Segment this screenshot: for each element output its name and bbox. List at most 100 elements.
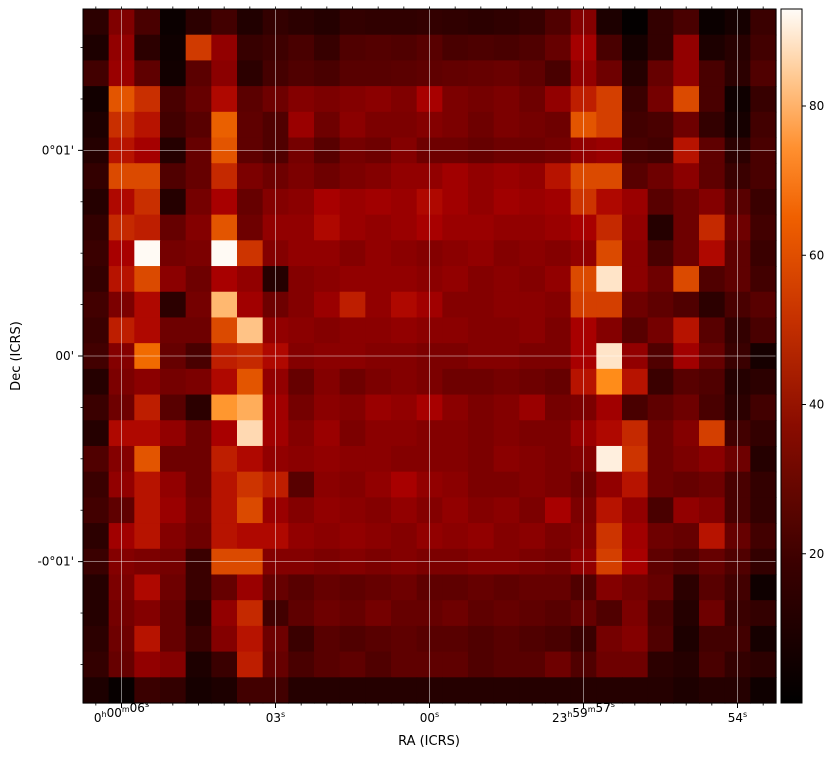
heatmap-cell [673,240,700,267]
heatmap-cell [750,523,777,550]
heatmap-cell [314,9,341,36]
heatmap-cell [622,523,649,550]
heatmap-cell [314,600,341,627]
heatmap-cell [493,111,520,139]
heatmap-cell [750,163,777,190]
heatmap-cell [160,625,187,653]
heatmap-cell [211,163,238,190]
heatmap-cell [288,266,315,293]
heatmap-cell [519,497,546,524]
heatmap-cell [699,163,726,190]
heatmap-cell [160,471,187,498]
heatmap-cell [237,188,264,216]
heatmap-cell [442,214,469,241]
heatmap-cell [442,111,469,139]
heatmap-cell [468,188,495,216]
heatmap-cell [237,9,264,36]
heatmap-cell [647,600,674,627]
heatmap-cell [545,420,572,447]
heatmap-cell [673,86,700,113]
heatmap-cell [365,86,392,113]
heatmap-cell [185,266,212,293]
heatmap-cell [160,34,187,61]
heatmap-cell [622,291,649,319]
heatmap-cell [160,368,187,396]
heatmap-cell [83,111,110,139]
heatmap-cell [442,523,469,550]
x-tick-label: 0h00m06s [94,700,149,725]
heatmap-cell [211,111,238,139]
heatmap-cell [519,86,546,113]
heatmap-cell [237,111,264,139]
heatmap-cell [185,497,212,524]
heatmap-cell [647,368,674,396]
heatmap-cell [442,651,469,678]
heatmap-cell [468,445,495,473]
heatmap-cell [493,600,520,627]
heatmap-cell [596,600,623,627]
heatmap-cell [237,240,264,267]
heatmap-cell [237,497,264,524]
heatmap-cell [519,394,546,421]
heatmap-cell [314,240,341,267]
heatmap-cell [673,368,700,396]
heatmap-cell [391,214,418,241]
heatmap-cell [442,625,469,653]
heatmap-cell [622,445,649,473]
heatmap-cell [237,60,264,87]
heatmap-cell [442,188,469,216]
heatmap-cell [339,214,366,241]
colorbar-ticks: 20 40 60 80 [802,99,824,561]
heatmap-cell [545,523,572,550]
x-tick-label: 03s [266,710,285,725]
heatmap-cell [365,317,392,344]
heatmap-cell [545,574,572,601]
heatmap-cell [288,471,315,498]
heatmap-cell [493,420,520,447]
heatmap-cell [83,471,110,498]
heatmap-cell [673,291,700,319]
heatmap-cell [493,60,520,87]
heatmap-cell [339,523,366,550]
heatmap-cell [596,163,623,190]
heatmap-cell [699,368,726,396]
heatmap-cell [83,600,110,627]
y-tick-label: -0°01' [37,555,74,569]
heatmap-cell [468,240,495,267]
heatmap-cell [365,214,392,241]
heatmap-cell [622,317,649,344]
heatmap-cell [647,266,674,293]
heatmap-cell [160,214,187,241]
heatmap-cell [134,163,161,190]
heatmap-cell [647,497,674,524]
heatmap-cell [622,266,649,293]
heatmap-cell [468,497,495,524]
heatmap-cell [699,317,726,344]
heatmap-cell [622,60,649,87]
heatmap-cell [545,163,572,190]
heatmap-cell [160,574,187,601]
heatmap-cell [647,523,674,550]
heatmap-cell [237,34,264,61]
heatmap-cell [391,240,418,267]
heatmap-cell [493,574,520,601]
heatmap-cell [185,291,212,319]
heatmap-cell [647,651,674,678]
heatmap-cell [545,188,572,216]
heatmap-cell [545,266,572,293]
heatmap-cell [647,625,674,653]
heatmap-cell [442,86,469,113]
heatmap-cell [750,9,777,36]
heatmap-cell [211,9,238,36]
heatmap-cell [596,317,623,344]
heatmap-cell [83,497,110,524]
heatmap-cell [647,111,674,139]
heatmap-cell [750,291,777,319]
heatmap-cell [160,111,187,139]
heatmap-cell [134,9,161,36]
heatmap-cell [160,9,187,36]
heatmap-cell [647,240,674,267]
heatmap-cell [699,394,726,421]
heatmap-cell [673,497,700,524]
heatmap-cell [519,317,546,344]
